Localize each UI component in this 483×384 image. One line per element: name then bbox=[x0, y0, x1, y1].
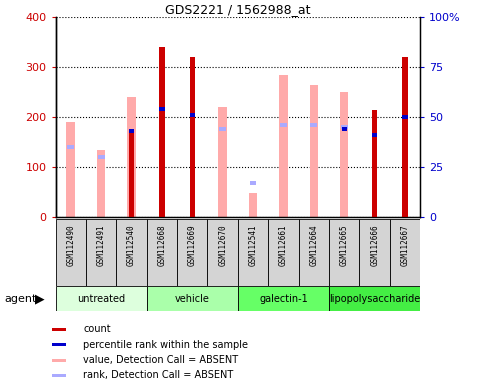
Bar bbox=[159, 47, 165, 217]
Bar bbox=[268, 219, 298, 286]
Text: GSM112664: GSM112664 bbox=[309, 224, 318, 266]
Bar bbox=[129, 129, 134, 133]
Bar bbox=[402, 115, 408, 119]
Bar bbox=[97, 150, 105, 217]
Text: GSM112541: GSM112541 bbox=[249, 224, 257, 266]
Bar bbox=[402, 57, 408, 217]
Text: lipopolysaccharide: lipopolysaccharide bbox=[329, 293, 420, 304]
Bar bbox=[147, 219, 177, 286]
Bar bbox=[53, 374, 66, 377]
Bar bbox=[249, 193, 257, 217]
Bar bbox=[67, 145, 74, 149]
Text: GSM112670: GSM112670 bbox=[218, 224, 227, 266]
Bar bbox=[329, 286, 420, 311]
Bar bbox=[390, 219, 420, 286]
Bar bbox=[116, 219, 147, 286]
Bar bbox=[56, 219, 86, 286]
Title: GDS2221 / 1562988_at: GDS2221 / 1562988_at bbox=[165, 3, 311, 16]
Bar bbox=[310, 85, 318, 217]
Bar bbox=[53, 343, 66, 346]
Bar bbox=[189, 57, 195, 217]
Bar bbox=[401, 117, 409, 121]
Bar bbox=[341, 125, 348, 129]
Text: ▶: ▶ bbox=[35, 292, 44, 305]
Bar bbox=[177, 219, 208, 286]
Text: galectin-1: galectin-1 bbox=[259, 293, 308, 304]
Bar bbox=[56, 286, 147, 311]
Bar bbox=[147, 286, 238, 311]
Bar bbox=[98, 155, 104, 159]
Text: GSM112667: GSM112667 bbox=[400, 224, 410, 266]
Bar bbox=[238, 219, 268, 286]
Bar bbox=[359, 219, 390, 286]
Bar bbox=[208, 219, 238, 286]
Text: GSM112669: GSM112669 bbox=[188, 224, 197, 266]
Bar bbox=[340, 92, 349, 217]
Bar bbox=[218, 107, 227, 217]
Bar bbox=[298, 219, 329, 286]
Bar bbox=[329, 219, 359, 286]
Text: rank, Detection Call = ABSENT: rank, Detection Call = ABSENT bbox=[83, 370, 233, 380]
Bar bbox=[86, 219, 116, 286]
Bar bbox=[238, 286, 329, 311]
Bar bbox=[67, 122, 75, 217]
Text: untreated: untreated bbox=[77, 293, 125, 304]
Bar bbox=[189, 113, 195, 117]
Text: value, Detection Call = ABSENT: value, Detection Call = ABSENT bbox=[83, 355, 238, 365]
Bar bbox=[53, 328, 66, 331]
Bar bbox=[159, 107, 165, 111]
Bar bbox=[341, 127, 347, 131]
Text: agent: agent bbox=[5, 294, 37, 304]
Text: vehicle: vehicle bbox=[175, 293, 210, 304]
Bar bbox=[219, 127, 226, 131]
Bar bbox=[372, 110, 377, 217]
Bar bbox=[280, 123, 287, 127]
Text: GSM112490: GSM112490 bbox=[66, 224, 75, 266]
Text: GSM112668: GSM112668 bbox=[157, 224, 167, 266]
Bar bbox=[127, 97, 136, 217]
Text: GSM112665: GSM112665 bbox=[340, 224, 349, 266]
Text: GSM112666: GSM112666 bbox=[370, 224, 379, 266]
Bar bbox=[53, 359, 66, 362]
Text: percentile rank within the sample: percentile rank within the sample bbox=[83, 339, 248, 349]
Text: GSM112540: GSM112540 bbox=[127, 224, 136, 266]
Bar bbox=[279, 74, 288, 217]
Text: GSM112661: GSM112661 bbox=[279, 224, 288, 266]
Bar bbox=[311, 123, 317, 127]
Bar bbox=[372, 133, 377, 137]
Bar bbox=[250, 181, 256, 185]
Text: count: count bbox=[83, 324, 111, 334]
Text: GSM112491: GSM112491 bbox=[97, 224, 106, 266]
Bar bbox=[129, 132, 134, 217]
